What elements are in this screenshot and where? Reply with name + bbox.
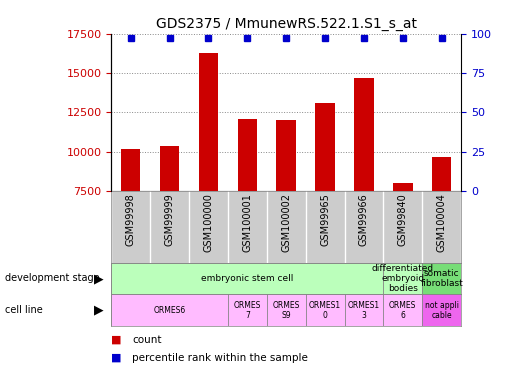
Text: ▶: ▶ <box>94 304 103 317</box>
Bar <box>237 119 257 309</box>
Text: ORMES
7: ORMES 7 <box>234 301 261 320</box>
Text: count: count <box>132 335 162 345</box>
Title: GDS2375 / MmunewRS.522.1.S1_s_at: GDS2375 / MmunewRS.522.1.S1_s_at <box>156 17 417 32</box>
Text: GSM99965: GSM99965 <box>320 194 330 246</box>
Text: cell line: cell line <box>5 305 43 315</box>
Text: GSM99966: GSM99966 <box>359 194 369 246</box>
Bar <box>160 146 179 309</box>
Text: percentile rank within the sample: percentile rank within the sample <box>132 353 308 363</box>
Text: ORMES1
0: ORMES1 0 <box>309 301 341 320</box>
Bar <box>422 294 461 326</box>
Bar <box>199 53 218 309</box>
Text: GSM99998: GSM99998 <box>126 194 136 246</box>
Bar <box>111 262 383 294</box>
Bar <box>228 294 267 326</box>
Bar <box>383 294 422 326</box>
Bar <box>121 149 140 309</box>
Text: ORMES1
3: ORMES1 3 <box>348 301 380 320</box>
Text: ORMES
S9: ORMES S9 <box>272 301 300 320</box>
Text: GSM100002: GSM100002 <box>281 194 291 252</box>
Text: embryonic stem cell: embryonic stem cell <box>201 274 294 283</box>
Bar <box>354 78 374 309</box>
Text: ■: ■ <box>111 335 122 345</box>
Bar <box>432 157 452 309</box>
Bar <box>344 294 383 326</box>
Text: ORMES6: ORMES6 <box>154 306 186 315</box>
Bar <box>277 120 296 309</box>
Text: GSM100004: GSM100004 <box>437 194 447 252</box>
Text: ORMES
6: ORMES 6 <box>389 301 417 320</box>
Bar <box>315 103 335 309</box>
Text: ▶: ▶ <box>94 272 103 285</box>
Text: development stage: development stage <box>5 273 100 284</box>
Bar <box>306 294 345 326</box>
Text: differentiated
embryoid
bodies: differentiated embryoid bodies <box>372 264 434 293</box>
Text: somatic
fibroblast: somatic fibroblast <box>420 269 463 288</box>
Bar <box>111 294 228 326</box>
Bar <box>422 262 461 294</box>
Bar <box>393 183 412 309</box>
Text: GSM99840: GSM99840 <box>398 194 408 246</box>
Text: ■: ■ <box>111 353 122 363</box>
Text: GSM100001: GSM100001 <box>242 194 252 252</box>
Text: GSM99999: GSM99999 <box>165 194 174 246</box>
Bar <box>267 294 306 326</box>
Bar <box>383 262 422 294</box>
Text: not appli
cable: not appli cable <box>425 301 458 320</box>
Text: GSM100000: GSM100000 <box>204 194 214 252</box>
